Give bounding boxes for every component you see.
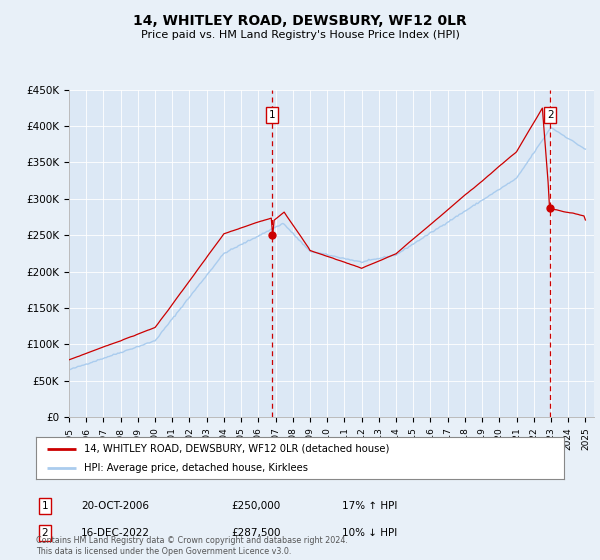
Text: Price paid vs. HM Land Registry's House Price Index (HPI): Price paid vs. HM Land Registry's House … (140, 30, 460, 40)
Text: 14, WHITLEY ROAD, DEWSBURY, WF12 0LR (detached house): 14, WHITLEY ROAD, DEWSBURY, WF12 0LR (de… (83, 444, 389, 454)
Text: 16-DEC-2022: 16-DEC-2022 (81, 528, 150, 538)
Text: Contains HM Land Registry data © Crown copyright and database right 2024.
This d: Contains HM Land Registry data © Crown c… (36, 536, 348, 556)
Text: 14, WHITLEY ROAD, DEWSBURY, WF12 0LR: 14, WHITLEY ROAD, DEWSBURY, WF12 0LR (133, 14, 467, 28)
Text: £250,000: £250,000 (231, 501, 280, 511)
Text: 2: 2 (547, 110, 553, 120)
Text: 17% ↑ HPI: 17% ↑ HPI (342, 501, 397, 511)
Text: 20-OCT-2006: 20-OCT-2006 (81, 501, 149, 511)
Text: HPI: Average price, detached house, Kirklees: HPI: Average price, detached house, Kirk… (83, 463, 308, 473)
Text: £287,500: £287,500 (231, 528, 281, 538)
Text: 1: 1 (41, 501, 49, 511)
Text: 1: 1 (269, 110, 275, 120)
Text: 2: 2 (41, 528, 49, 538)
Text: 10% ↓ HPI: 10% ↓ HPI (342, 528, 397, 538)
